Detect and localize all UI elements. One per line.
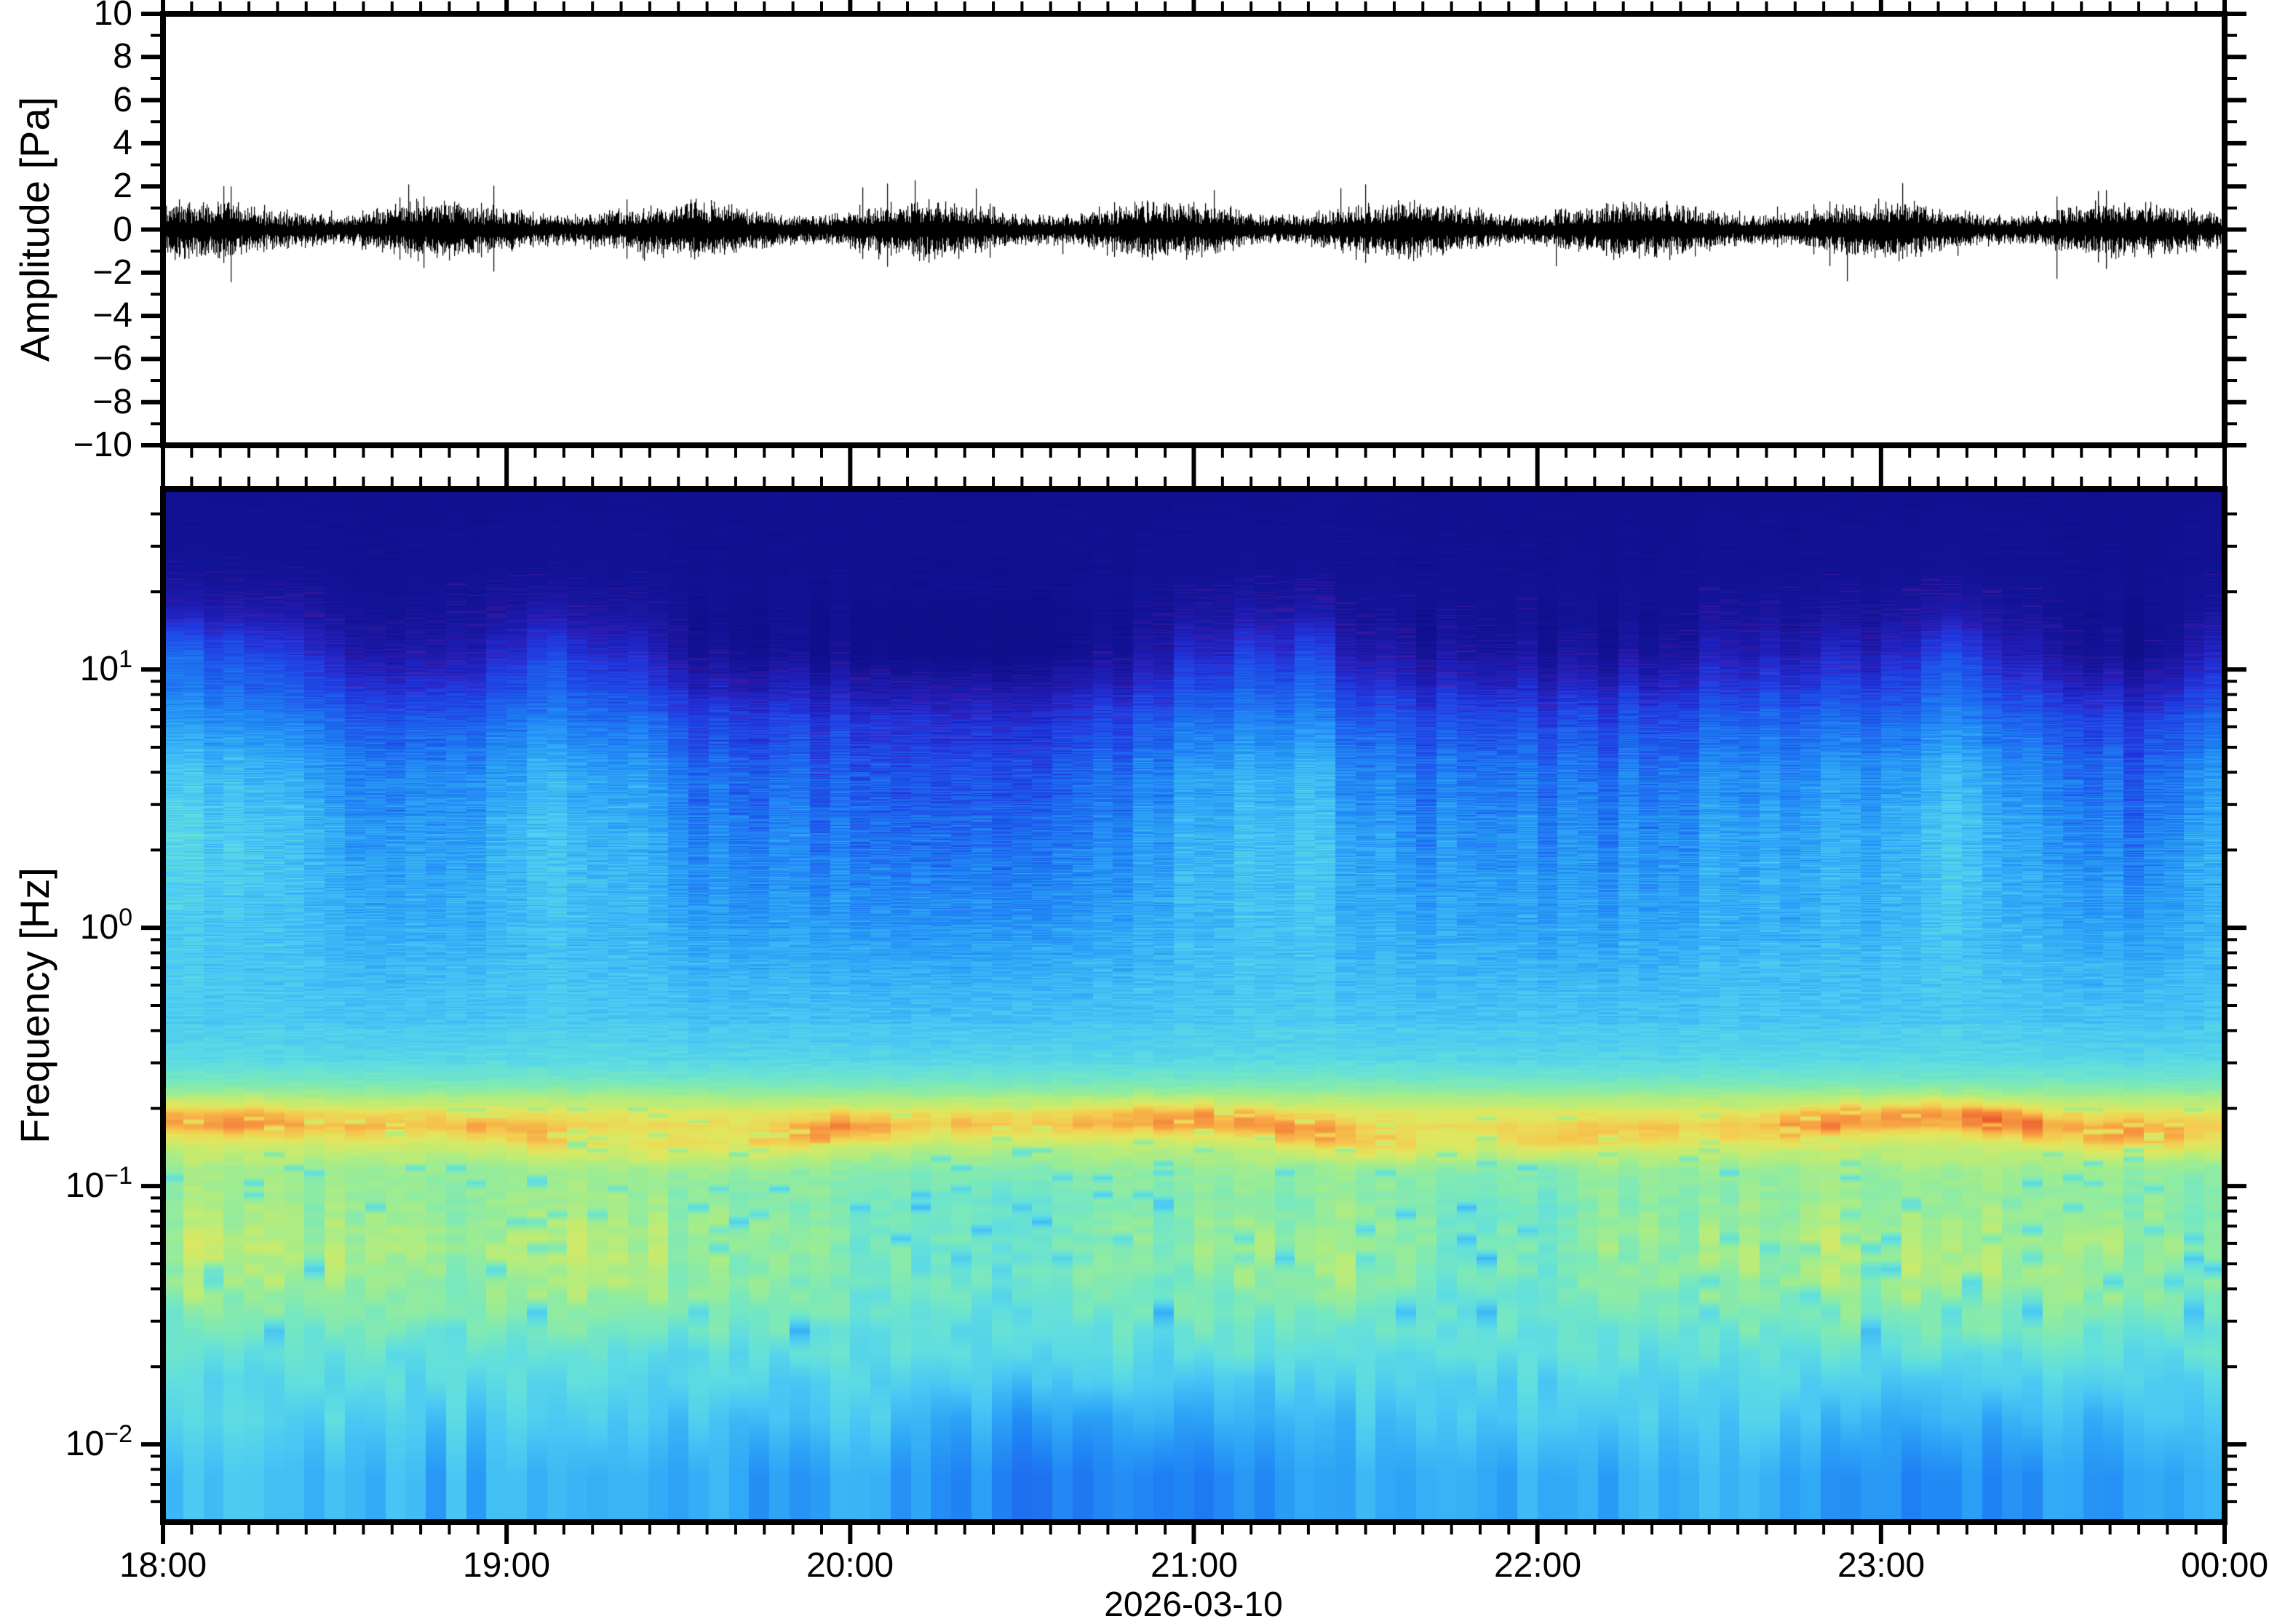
freq-decade-label: 100 xyxy=(0,904,132,951)
amp-ytick-label: −6 xyxy=(92,339,132,378)
amp-ytick-label: 10 xyxy=(93,0,132,33)
decade-exponent: 0 xyxy=(119,904,132,931)
time-tick-label: 22:00 xyxy=(1493,1546,1582,1585)
amp-ytick-label: −8 xyxy=(92,383,132,421)
amp-ytick-label: 8 xyxy=(113,37,132,76)
freq-decade-label: 101 xyxy=(0,645,132,693)
amp-ytick-label: −4 xyxy=(92,296,132,335)
time-tick-label: 21:00 xyxy=(1150,1546,1239,1585)
amp-ytick-label: −2 xyxy=(92,253,132,292)
frequency-axis-title: Frequency [Hz] xyxy=(12,867,57,1144)
time-tick-label: 19:00 xyxy=(462,1546,551,1585)
amp-ytick-label: −10 xyxy=(73,426,132,464)
freq-decade-label: 10−1 xyxy=(0,1162,132,1209)
amp-ytick-label: 2 xyxy=(113,167,132,205)
time-tick-label: 23:00 xyxy=(1837,1546,1926,1585)
amp-ytick-label: 4 xyxy=(113,124,132,162)
decade-exponent: −2 xyxy=(104,1420,132,1448)
amp-ytick-label: 0 xyxy=(113,210,132,249)
date-label: 2026-03-10 xyxy=(1104,1585,1283,1624)
decade-base: 10 xyxy=(79,650,119,688)
decade-exponent: 1 xyxy=(119,645,132,673)
decade-exponent: −1 xyxy=(104,1162,132,1190)
freq-decade-label: 10−2 xyxy=(0,1420,132,1468)
amp-ytick-label: 6 xyxy=(113,81,132,119)
waveform-canvas xyxy=(163,14,2225,445)
decade-base: 10 xyxy=(65,1166,105,1205)
time-tick-label: 18:00 xyxy=(119,1546,207,1585)
time-tick-label: 20:00 xyxy=(806,1546,894,1585)
decade-base: 10 xyxy=(65,1425,105,1463)
spectrogram-canvas xyxy=(163,489,2225,1522)
decade-base: 10 xyxy=(79,908,119,947)
time-tick-label: 00:00 xyxy=(2180,1546,2269,1585)
